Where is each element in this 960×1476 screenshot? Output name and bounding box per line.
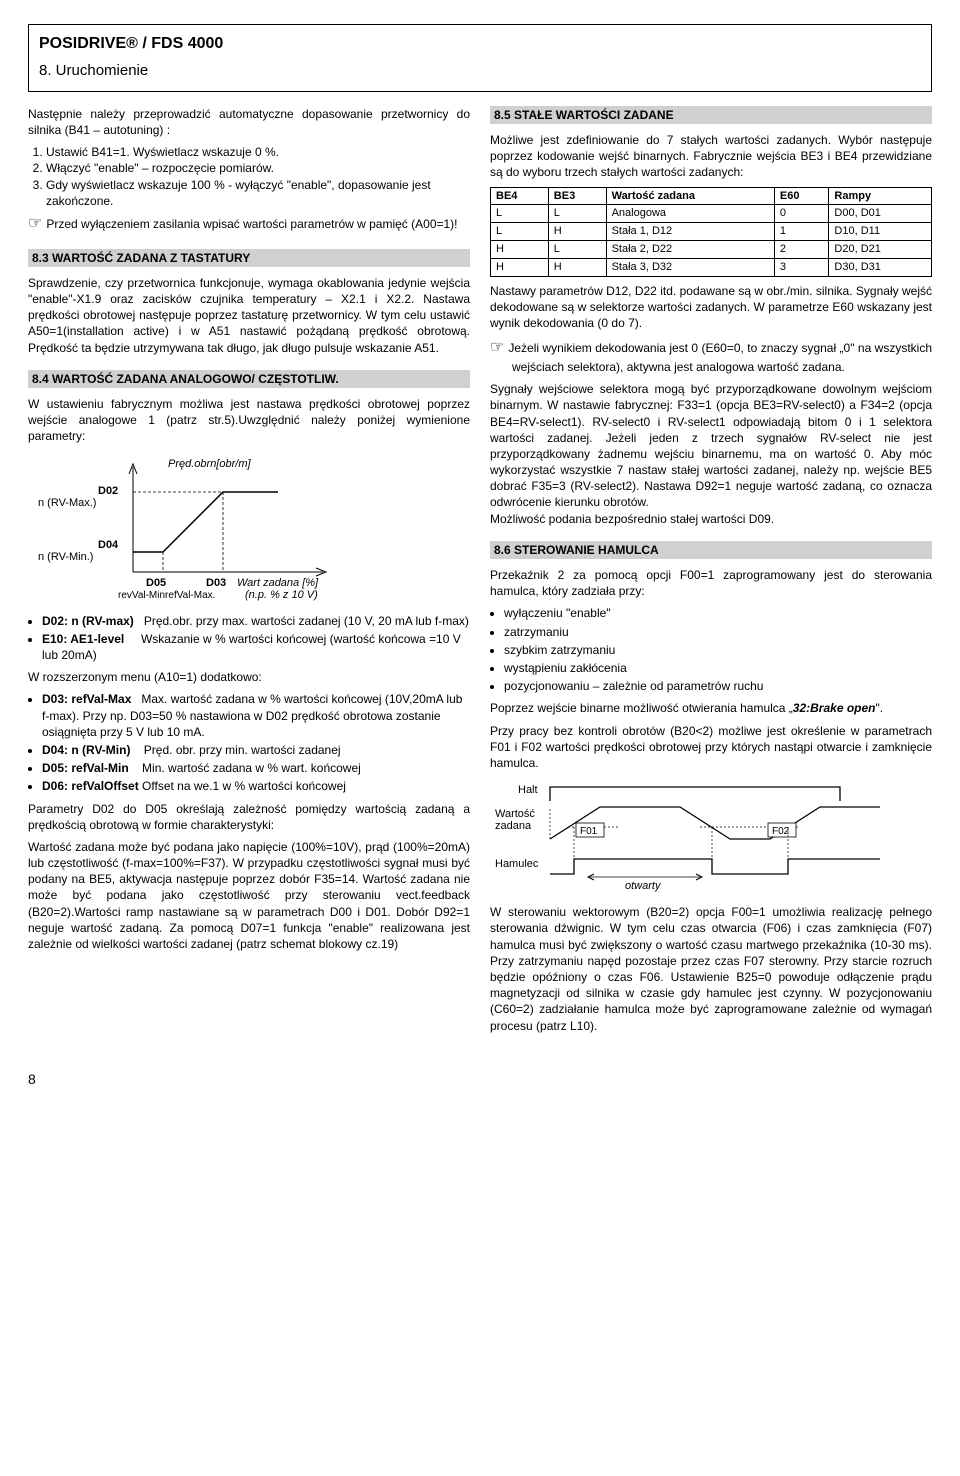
sec-8-6-end: W sterowaniu wektorowym (B20=2) opcja F0… <box>490 904 932 1034</box>
header-box: POSIDRIVE® / FDS 4000 8. Uruchomienie <box>28 24 932 92</box>
def-d06-v: Offset na we.1 w % wartości końcowej <box>142 779 346 793</box>
def-d02-v: Pręd.obr. przy max. wartości zadanej (10… <box>144 614 469 628</box>
label-f01: F01 <box>580 826 598 837</box>
def-d05-v: Min. wartość zadana w % wart. końcowej <box>142 761 361 775</box>
sec-8-6-b20: Przy pracy bez kontroli obrotów (B20<2) … <box>490 723 932 772</box>
list-item: pozycjonowaniu – zależnie od parametrów … <box>504 678 932 694</box>
sec-8-3-body: Sprawdzenie, czy przetwornica funkcjonuj… <box>28 275 470 356</box>
note-1-text: Przed wyłączeniem zasilania wpisać warto… <box>46 217 457 231</box>
def-d04: D04: n (RV-Min) Pręd. obr. przy min. war… <box>42 742 470 758</box>
two-columns: Następnie należy przeprowadzić automatyc… <box>28 106 932 1040</box>
doc-section: 8. Uruchomienie <box>39 61 921 81</box>
table-header-row: BE4 BE3 Wartość zadana E60 Rampy <box>491 187 932 205</box>
th-e60: E60 <box>774 187 829 205</box>
sec-8-6-list: wyłączeniu "enable" zatrzymaniu szybkim … <box>490 605 932 694</box>
after-table: Nastawy parametrów D12, D22 itd. podawan… <box>490 283 932 332</box>
sec-8-6-after: Poprzez wejście binarne możliwość otwier… <box>490 700 932 716</box>
chart-nrvmax: n (RV-Max.) <box>38 497 96 509</box>
sec-8-4-title: 8.4 WARTOŚĆ ZADANA ANALOGOWO/ CZĘSTOTLIW… <box>28 370 470 388</box>
def-d05: D05: refVal-Min Min. wartość zadana w % … <box>42 760 470 776</box>
def-d06: D06: refValOffset Offset na we.1 w % war… <box>42 778 470 794</box>
chart-brake: Halt Wartość zadana F01 F02 <box>490 779 932 898</box>
hand-icon: ☞ <box>490 339 504 356</box>
step-2: Włączyć "enable" – rozpoczęcie pomiarów. <box>46 160 470 176</box>
sec-8-4-intro: W ustawieniu fabrycznym możliwa jest nas… <box>28 396 470 445</box>
right-column: 8.5 STAŁE WARTOŚCI ZADANE Możliwe jest z… <box>490 106 932 1040</box>
sec-8-6-title: 8.6 STEROWANIE HAMULCA <box>490 541 932 559</box>
table-row: HLStała 2, D222D20, D21 <box>491 241 932 259</box>
hand-icon: ☞ <box>28 215 42 232</box>
page-number: 8 <box>28 1070 932 1089</box>
list-item: wystąpieniu zakłócenia <box>504 660 932 676</box>
fixed-values-table: BE4 BE3 Wartość zadana E60 Rampy LLAnalo… <box>490 187 932 277</box>
list-item: szybkim zatrzymaniu <box>504 642 932 658</box>
def-e10: E10: AE1-level Wskazanie w % wartości ko… <box>42 631 470 663</box>
sec-8-3-title: 8.3 WARTOŚĆ ZADANA Z TASTATURY <box>28 249 470 267</box>
table-row: LLAnalogowa0D00, D01 <box>491 205 932 223</box>
th-rampy: Rampy <box>829 187 932 205</box>
note-1: ☞ Przed wyłączeniem zasilania wpisać wart… <box>28 213 470 235</box>
chart-rv-svg: Pręd.obrn[obr/m] D02 n (RV-Max.) D04 n (… <box>28 452 348 602</box>
defs-list-2: D03: refVal-Max Max. wartość zadana w % … <box>28 691 470 794</box>
label-f02: F02 <box>772 826 790 837</box>
note-85-text: Jeżeli wynikiem dekodowania jest 0 (E60=… <box>508 341 932 374</box>
ext-line: W rozszerzonym menu (A10=1) dodatkowo: <box>28 669 470 685</box>
note-85: ☞Jeżeli wynikiem dekodowania jest 0 (E60… <box>490 337 932 375</box>
def-d03: D03: refVal-Max Max. wartość zadana w % … <box>42 691 470 740</box>
sec-8-6-intro: Przekaźnik 2 za pomocą opcji F00=1 zapro… <box>490 567 932 599</box>
sec-8-5-title: 8.5 STAŁE WARTOŚCI ZADANE <box>490 106 932 124</box>
sec-8-5-body2: Sygnały wejściowe selektora mogą być prz… <box>490 381 932 527</box>
step-3: Gdy wyświetlacz wskazuje 100 % - wyłączy… <box>46 177 470 209</box>
chart-y-label: Pręd.obrn[obr/m] <box>168 458 251 470</box>
chart-right-2: (n.p. % z 10 V) <box>245 589 318 601</box>
para-vect: Wartość zadana może być podana jako napi… <box>28 839 470 952</box>
label-hamulec: Hamulec <box>495 858 539 870</box>
chart-right-1: Wart zadana [%] <box>237 577 319 589</box>
sec-8-5-intro: Możliwe jest zdefiniowanie do 7 stałych … <box>490 132 932 181</box>
table-row: HHStała 3, D323D30, D31 <box>491 258 932 276</box>
list-item: wyłączeniu "enable" <box>504 605 932 621</box>
label-wartosc: Wartość <box>495 808 535 820</box>
chart-d05: D05 <box>146 577 166 589</box>
chart-xsub: revVal-MinrefVal-Max. <box>118 590 215 601</box>
chart-brake-svg: Halt Wartość zadana F01 F02 <box>490 779 900 894</box>
th-be3: BE3 <box>548 187 606 205</box>
doc-title: POSIDRIVE® / FDS 4000 <box>39 33 921 55</box>
chart-nrvmin: n (RV-Min.) <box>38 551 93 563</box>
chart-d03: D03 <box>206 577 226 589</box>
th-wz: Wartość zadana <box>606 187 774 205</box>
list-item: zatrzymaniu <box>504 624 932 640</box>
steps-list: Ustawić B41=1. Wyświetlacz wskazuje 0 %.… <box>28 144 470 209</box>
chart-d04: D04 <box>98 539 119 551</box>
def-d02: D02: n (RV-max) Pręd.obr. przy max. wart… <box>42 613 470 629</box>
label-otwarty: otwarty <box>625 880 662 892</box>
defs-list-1: D02: n (RV-max) Pręd.obr. przy max. wart… <box>28 613 470 664</box>
table-row: LHStała 1, D121D10, D11 <box>491 223 932 241</box>
label-halt: Halt <box>518 784 538 796</box>
step-1: Ustawić B41=1. Wyświetlacz wskazuje 0 %. <box>46 144 470 160</box>
th-be4: BE4 <box>491 187 549 205</box>
intro-para: Następnie należy przeprowadzić automatyc… <box>28 106 470 138</box>
def-d04-v: Pręd. obr. przy min. wartości zadanej <box>144 743 341 757</box>
para-d02d05: Parametry D02 do D05 określają zależność… <box>28 801 470 833</box>
label-zadana: zadana <box>495 820 532 832</box>
left-column: Następnie należy przeprowadzić automatyc… <box>28 106 470 1040</box>
chart-rv: Pręd.obrn[obr/m] D02 n (RV-Max.) D04 n (… <box>28 452 470 606</box>
chart-d02: D02 <box>98 485 118 497</box>
